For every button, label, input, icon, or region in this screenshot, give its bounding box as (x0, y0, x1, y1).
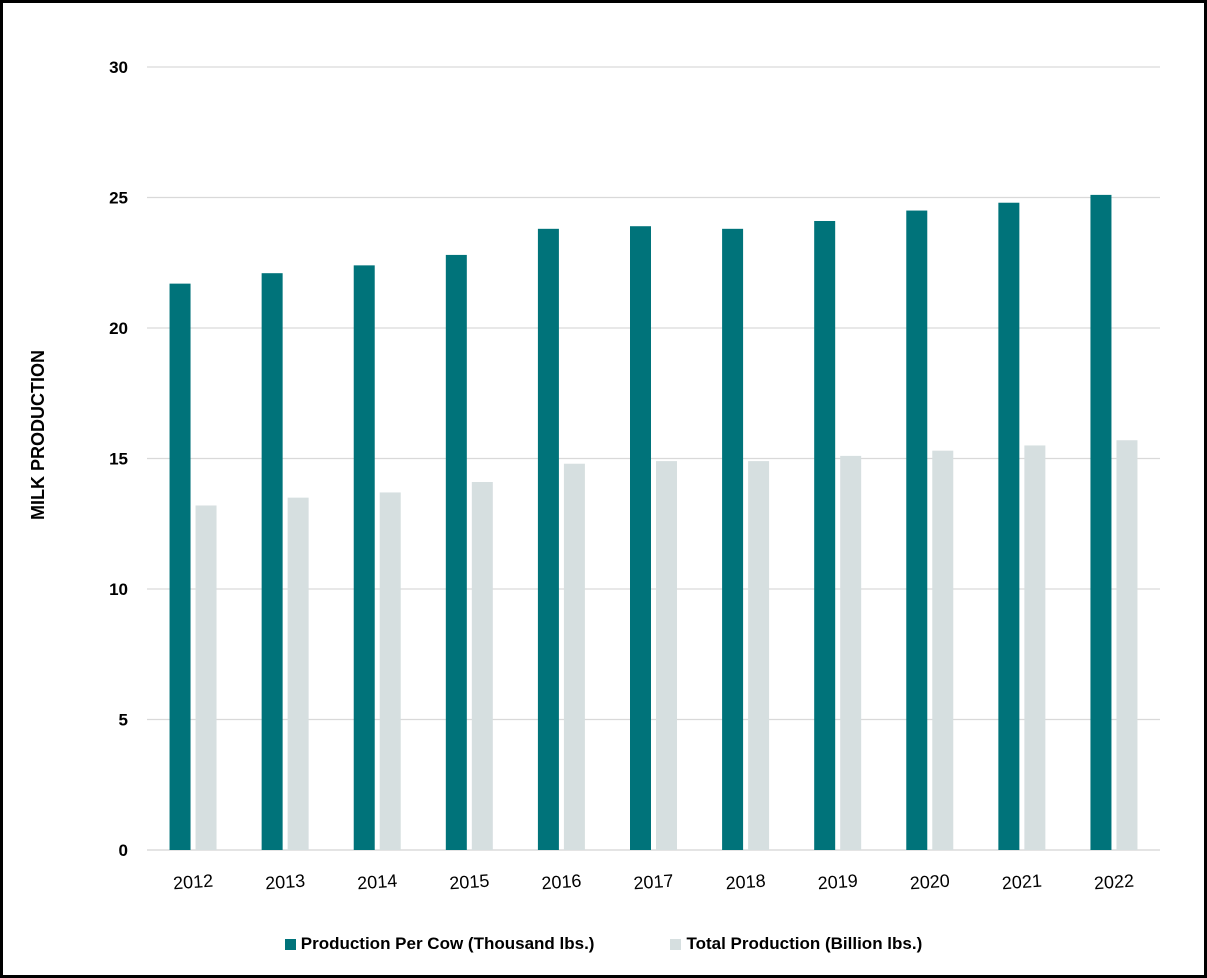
legend-label-total: Total Production (Billion lbs.) (686, 934, 923, 953)
bar-total-2019 (840, 455, 862, 850)
bar-per-cow-2021 (998, 202, 1020, 851)
y-tick-label: 5 (119, 711, 128, 730)
legend: Production Per Cow (Thousand lbs.) Total… (0, 934, 1207, 954)
x-tick-label: 2012 (172, 871, 213, 894)
y-axis-ticks: 0 5 10 15 20 25 30 (109, 58, 128, 860)
x-tick-label: 2018 (725, 871, 766, 894)
gridlines (147, 66, 1160, 851)
bar-total-2014 (379, 492, 401, 850)
y-tick-label: 15 (109, 450, 128, 469)
bar-per-cow-2017 (630, 226, 651, 850)
y-tick-label: 25 (109, 189, 128, 208)
legend-item-total: Total Production (Billion lbs.) (670, 934, 922, 954)
legend-label-per-cow: Production Per Cow (Thousand lbs.) (300, 934, 595, 953)
x-axis-ticks: 2012 2013 2014 2015 2016 2017 2018 2019 2020 2021… (172, 871, 1134, 894)
x-tick-label: 2019 (817, 871, 858, 894)
bar-total-2018 (748, 461, 770, 850)
bar-per-cow-2012 (169, 283, 191, 850)
bar-total-2016 (563, 463, 585, 850)
bar-total-2015 (471, 481, 493, 850)
bars (169, 194, 1138, 851)
bar-per-cow-2016 (537, 228, 559, 850)
x-tick-label: 2015 (449, 871, 490, 894)
bar-total-2017 (656, 461, 677, 850)
bar-total-2021 (1024, 445, 1046, 850)
legend-swatch-total (670, 938, 682, 950)
legend-item-per-cow: Production Per Cow (Thousand lbs.) (284, 934, 595, 954)
bar-total-2022 (1116, 440, 1138, 850)
x-tick-label: 2022 (1093, 871, 1134, 894)
x-tick-label: 2021 (1001, 871, 1042, 894)
y-tick-label: 30 (109, 58, 128, 77)
y-tick-label: 20 (109, 319, 128, 338)
legend-swatch-per-cow (284, 938, 296, 950)
x-tick-label: 2016 (541, 871, 582, 894)
x-tick-label: 2013 (264, 871, 305, 894)
y-tick-label: 0 (119, 841, 128, 860)
bar-total-2020 (932, 450, 954, 850)
bar-per-cow-2018 (722, 228, 744, 850)
bar-per-cow-2020 (906, 210, 928, 851)
bar-per-cow-2022 (1090, 194, 1112, 850)
y-tick-label: 10 (109, 580, 128, 599)
x-tick-label: 2014 (357, 871, 398, 894)
bar-per-cow-2019 (814, 220, 836, 851)
bar-total-2012 (195, 505, 217, 850)
bar-per-cow-2015 (445, 254, 467, 851)
bar-per-cow-2013 (261, 273, 283, 850)
bar-total-2013 (287, 497, 309, 850)
y-axis-label: MILK PRODUCTION (28, 350, 48, 520)
x-tick-label: 2017 (633, 871, 674, 894)
bar-per-cow-2014 (353, 265, 375, 850)
x-tick-label: 2020 (909, 871, 950, 894)
